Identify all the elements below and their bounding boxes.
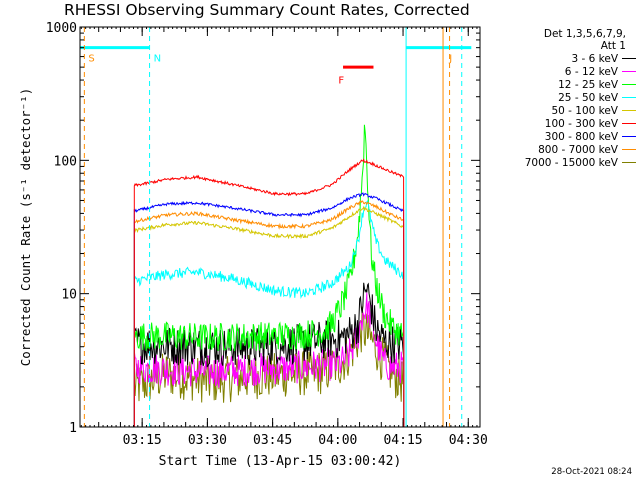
chart-title: RHESSI Observing Summary Count Rates, Co…	[64, 1, 470, 19]
series-line	[133, 199, 405, 427]
x-tick-label: 03:45	[253, 433, 292, 448]
x-axis-label: Start Time (13-Apr-15 03:00:42)	[159, 454, 402, 469]
legend-label: 50 - 100 keV	[551, 104, 618, 117]
legend-label: 3 - 6 keV	[571, 52, 618, 65]
legend-swatch	[622, 149, 636, 150]
event-marker-label: N	[154, 54, 161, 65]
series-line	[133, 158, 405, 427]
legend-attenuator-line: Att 1	[600, 40, 626, 52]
x-tick-label: 04:30	[449, 433, 488, 448]
legend-swatch	[622, 136, 636, 137]
legend-swatch	[622, 58, 636, 59]
event-marker-label: F	[338, 76, 344, 87]
legend-item: 3 - 6 keV	[486, 52, 636, 65]
x-tick-label: 04:15	[383, 433, 422, 448]
legend-item: 6 - 12 keV	[486, 65, 636, 78]
legend-swatch	[622, 123, 636, 124]
y-tick-label: 1	[69, 421, 77, 436]
legend-label: 7000 - 15000 keV	[524, 156, 618, 169]
y-axis-label: Corrected Count Rate (s⁻¹ detector⁻¹)	[18, 88, 33, 366]
legend-item: 800 - 7000 keV	[486, 143, 636, 156]
y-tick-label: 10	[61, 288, 77, 303]
legend-item: 12 - 25 keV	[486, 78, 636, 91]
event-marker-label: S	[88, 54, 94, 65]
x-tick-label: 03:15	[123, 433, 162, 448]
legend-item: 7000 - 15000 keV	[486, 156, 636, 169]
series-line	[133, 124, 405, 427]
x-tick-label: 04:00	[318, 433, 357, 448]
legend-swatch	[622, 71, 636, 72]
legend-swatch	[622, 97, 636, 98]
series-line	[133, 200, 405, 427]
legend: Det 1,3,5,6,7,9, Att 1 3 - 6 keV 6 - 12 k…	[486, 28, 636, 169]
x-tick-label: 03:30	[188, 433, 227, 448]
legend-label: 100 - 300 keV	[544, 117, 618, 130]
legend-label: 800 - 7000 keV	[538, 143, 618, 156]
legend-label: 300 - 800 keV	[544, 130, 618, 143]
y-tick-label: 1000	[46, 21, 77, 36]
event-marker-label: J	[448, 54, 452, 65]
legend-swatch	[622, 110, 636, 111]
plot-frame	[79, 26, 481, 428]
series-line	[133, 292, 405, 427]
legend-swatch	[622, 162, 636, 163]
series-line	[133, 192, 405, 427]
legend-label: 25 - 50 keV	[558, 91, 618, 104]
legend-label: 6 - 12 keV	[564, 65, 618, 78]
legend-label: 12 - 25 keV	[558, 78, 618, 91]
legend-item: 300 - 800 keV	[486, 130, 636, 143]
legend-item: 100 - 300 keV	[486, 117, 636, 130]
series-line	[133, 205, 405, 427]
legend-item: 25 - 50 keV	[486, 91, 636, 104]
legend-item: 50 - 100 keV	[486, 104, 636, 117]
y-tick-label: 100	[54, 154, 77, 169]
generation-timestamp: 28-Oct-2021 08:24	[551, 467, 632, 477]
legend-detector-line: Det 1,3,5,6,7,9,	[543, 28, 626, 40]
series-line	[133, 282, 405, 427]
legend-swatch	[622, 84, 636, 85]
